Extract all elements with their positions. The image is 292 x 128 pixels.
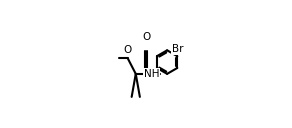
Text: NH: NH [144, 69, 159, 79]
Text: O: O [124, 45, 132, 55]
Text: Br: Br [172, 44, 183, 54]
Text: O: O [142, 32, 151, 42]
